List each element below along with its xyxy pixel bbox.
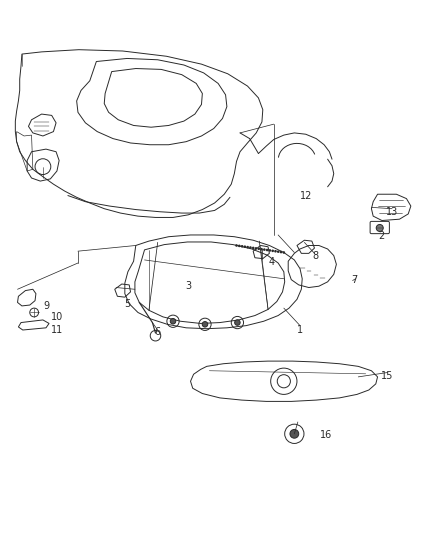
Text: 15: 15: [381, 371, 394, 381]
Circle shape: [272, 249, 274, 252]
Circle shape: [263, 248, 266, 251]
Circle shape: [280, 251, 283, 253]
Circle shape: [249, 246, 252, 249]
Circle shape: [260, 248, 263, 251]
Circle shape: [290, 430, 299, 438]
Text: 3: 3: [185, 281, 191, 291]
Text: 9: 9: [43, 301, 49, 311]
Text: 11: 11: [51, 325, 63, 335]
Text: 6: 6: [155, 327, 161, 337]
Circle shape: [268, 249, 271, 252]
Text: 1: 1: [297, 325, 303, 335]
Circle shape: [241, 245, 244, 248]
Circle shape: [238, 245, 240, 247]
Circle shape: [170, 319, 176, 324]
Circle shape: [252, 247, 254, 249]
Text: 12: 12: [300, 191, 313, 201]
Text: 10: 10: [51, 312, 63, 322]
Circle shape: [283, 251, 285, 254]
Text: 2: 2: [378, 231, 384, 241]
Circle shape: [244, 245, 246, 248]
Text: 8: 8: [312, 251, 318, 261]
Text: 4: 4: [268, 257, 275, 267]
Circle shape: [274, 250, 277, 253]
Circle shape: [202, 321, 208, 327]
Circle shape: [277, 251, 279, 253]
Circle shape: [235, 320, 240, 325]
Circle shape: [258, 247, 260, 250]
Circle shape: [246, 246, 249, 248]
Text: 16: 16: [320, 430, 332, 440]
Circle shape: [266, 249, 268, 252]
Text: 7: 7: [352, 274, 358, 285]
Circle shape: [235, 244, 238, 247]
Circle shape: [376, 224, 383, 231]
Text: 5: 5: [124, 298, 130, 309]
Circle shape: [254, 247, 257, 249]
Text: 13: 13: [386, 207, 398, 217]
